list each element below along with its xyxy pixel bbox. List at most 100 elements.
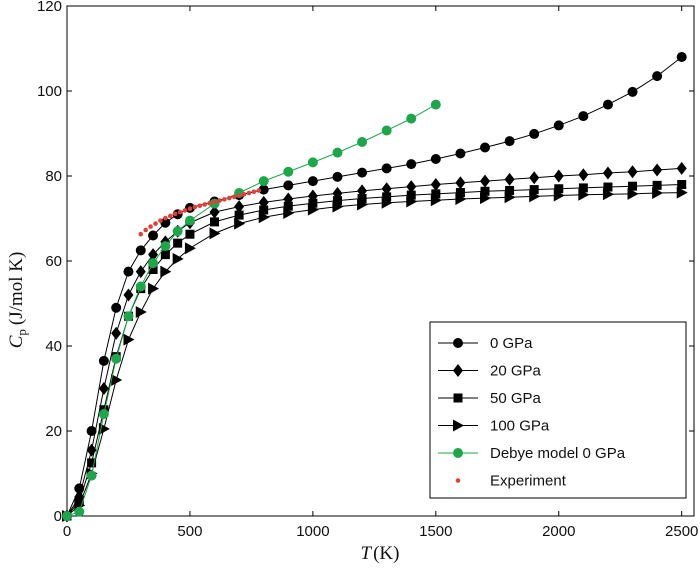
data-point bbox=[652, 187, 664, 199]
data-point bbox=[627, 86, 638, 97]
data-point bbox=[676, 52, 687, 62]
data-point bbox=[212, 199, 217, 205]
data-point bbox=[123, 266, 134, 277]
data-point bbox=[357, 137, 368, 147]
data-point bbox=[98, 355, 109, 366]
data-point bbox=[158, 218, 163, 223]
data-point bbox=[192, 204, 198, 210]
legend-item: 0 GPa bbox=[438, 335, 533, 352]
data-point bbox=[231, 194, 237, 200]
data-point bbox=[111, 326, 122, 340]
data-point bbox=[431, 189, 441, 199]
data-point bbox=[197, 203, 203, 209]
data-point bbox=[160, 241, 171, 252]
x-tick-label: 0 bbox=[63, 523, 71, 540]
data-point bbox=[677, 180, 687, 189]
data-point bbox=[207, 200, 212, 206]
data-point bbox=[62, 511, 72, 521]
data-point bbox=[209, 205, 220, 219]
data-point bbox=[307, 176, 318, 187]
data-point bbox=[258, 176, 269, 187]
data-point bbox=[382, 192, 392, 202]
legend-label: Debye model 0 GPa bbox=[490, 445, 626, 462]
legend-marker bbox=[455, 478, 461, 483]
data-point bbox=[184, 215, 195, 226]
data-point bbox=[627, 187, 639, 200]
data-point bbox=[676, 186, 688, 199]
x-tick-label: 500 bbox=[177, 523, 202, 540]
data-point bbox=[135, 265, 146, 279]
data-point bbox=[603, 182, 613, 192]
x-tick-label: 2000 bbox=[542, 523, 575, 540]
data-point bbox=[430, 178, 441, 191]
data-point bbox=[504, 172, 515, 186]
data-point bbox=[123, 288, 134, 302]
legend-marker bbox=[453, 448, 463, 458]
series-debye-model-0-gpa bbox=[62, 99, 441, 521]
data-point bbox=[258, 195, 269, 209]
legend-item: Debye model 0 GPa bbox=[438, 445, 626, 462]
x-tick-label: 1000 bbox=[296, 523, 329, 540]
series-20-gpa bbox=[62, 161, 687, 523]
data-point bbox=[167, 213, 173, 219]
data-point bbox=[381, 182, 392, 196]
data-point bbox=[602, 99, 613, 110]
data-point bbox=[283, 201, 293, 211]
data-point bbox=[160, 265, 172, 278]
data-point bbox=[148, 282, 160, 295]
data-point bbox=[236, 193, 242, 198]
legend-marker bbox=[453, 338, 463, 348]
data-point bbox=[86, 443, 97, 457]
data-point bbox=[111, 374, 123, 386]
data-point bbox=[529, 128, 540, 139]
data-point bbox=[209, 227, 221, 240]
data-point bbox=[234, 210, 244, 220]
data-point bbox=[98, 382, 109, 395]
data-point bbox=[74, 483, 85, 494]
data-point bbox=[307, 157, 318, 168]
data-point bbox=[554, 184, 564, 194]
data-point bbox=[553, 169, 564, 183]
data-point bbox=[123, 333, 135, 346]
data-point bbox=[480, 142, 490, 153]
data-point bbox=[246, 190, 252, 196]
data-point bbox=[332, 147, 343, 158]
data-point bbox=[226, 195, 232, 201]
data-point bbox=[256, 188, 262, 193]
legend-items: 0 GPa 20 GPa 50 GPa 100 GPa Debye model 0 GP… bbox=[438, 335, 626, 490]
data-point bbox=[578, 168, 589, 182]
data-point bbox=[504, 136, 515, 147]
data-point bbox=[160, 217, 171, 228]
data-point bbox=[86, 470, 97, 481]
data-point bbox=[148, 224, 153, 229]
data-point bbox=[148, 265, 158, 274]
data-point bbox=[406, 190, 416, 200]
data-point bbox=[251, 189, 257, 195]
series-line bbox=[66, 104, 437, 517]
legend-label: 100 GPa bbox=[490, 418, 550, 435]
data-point bbox=[332, 171, 343, 182]
legend-label: 20 GPa bbox=[490, 363, 542, 380]
data-point bbox=[628, 181, 638, 191]
data-point bbox=[357, 184, 368, 198]
data-point bbox=[455, 188, 465, 198]
legend-label: 50 GPa bbox=[490, 390, 542, 407]
data-point bbox=[332, 196, 342, 206]
data-point bbox=[381, 163, 392, 174]
data-point bbox=[406, 113, 417, 124]
legend-marker bbox=[453, 419, 464, 432]
data-point bbox=[307, 189, 318, 203]
data-point bbox=[138, 231, 144, 237]
legend-item: 100 GPa bbox=[438, 418, 550, 435]
data-point bbox=[430, 154, 441, 164]
data-point bbox=[406, 159, 417, 170]
data-point bbox=[184, 242, 196, 255]
legend-label: 0 GPa bbox=[490, 335, 533, 352]
data-point bbox=[98, 409, 109, 419]
data-point bbox=[529, 185, 539, 195]
data-point bbox=[406, 180, 417, 194]
legend-item: Experiment bbox=[455, 473, 567, 490]
data-point bbox=[283, 180, 294, 191]
data-point bbox=[652, 163, 663, 177]
